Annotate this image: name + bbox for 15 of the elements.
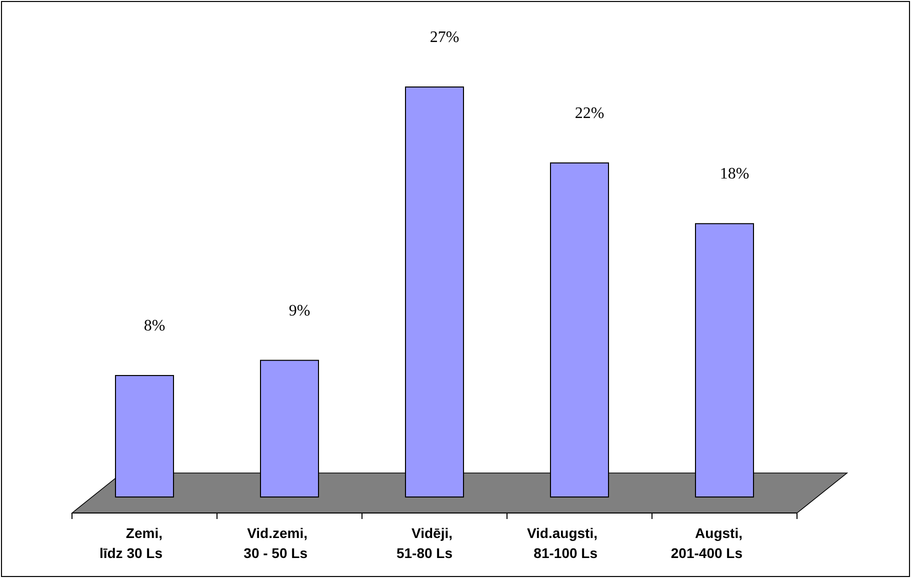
bar [115,375,174,498]
x-tick-label: Vid.augsti, 81-100 Ls [526,525,598,561]
x-tick-label: Vid.zemi, 30 - 50 Ls [244,525,308,561]
data-label: 9% [288,302,310,320]
data-label: 27% [430,29,460,46]
x-tick-label: Augsti, 201-400 Ls [670,525,743,561]
x-tick-label: Zemi, līdz 30 Ls [99,525,163,561]
x-tick-label: Vidēji, 51-80 Ls [396,525,453,561]
bar [405,86,464,498]
bar [550,162,609,498]
data-label: 8% [144,318,166,335]
bar [260,360,319,498]
bar [695,223,754,498]
data-label: 18% [720,166,750,183]
data-label: 22% [574,104,604,122]
